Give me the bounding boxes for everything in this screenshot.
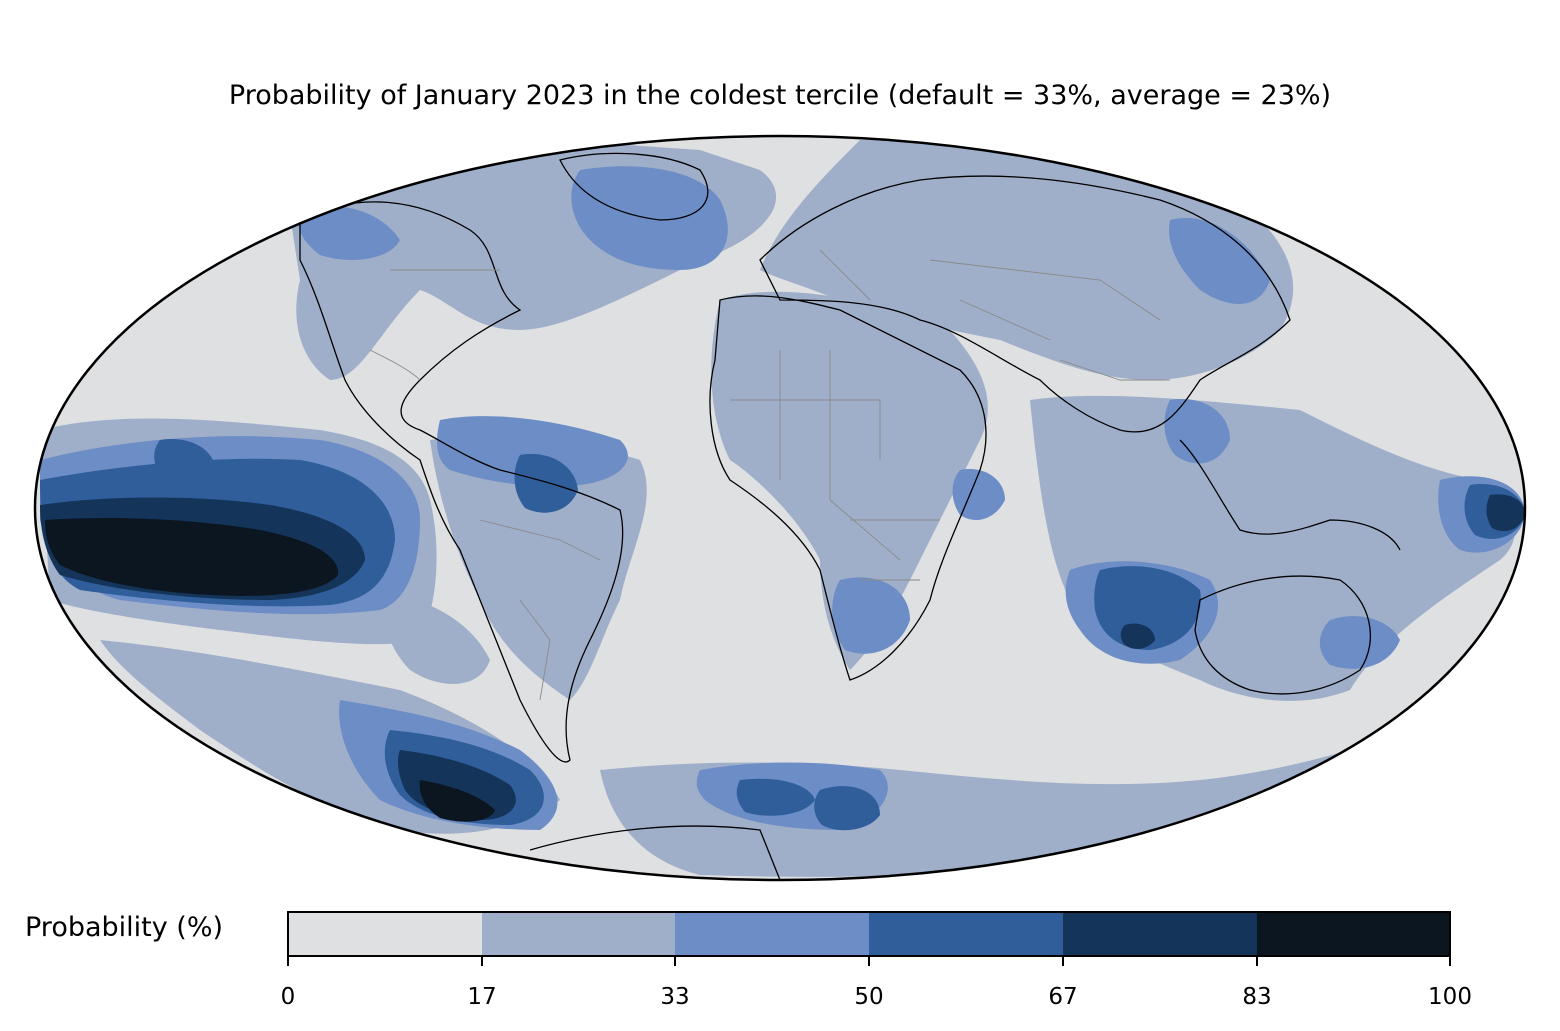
colorbar-tick-label: 0 <box>280 984 296 1010</box>
bin-83-100-regions <box>45 518 495 822</box>
colorbar-tick-label: 50 <box>854 984 884 1010</box>
colorbar-bin-83-100 <box>1257 912 1450 956</box>
colorbar-ticks <box>287 956 1451 966</box>
colorbar-bin-0-17 <box>288 912 482 956</box>
probability-field <box>35 136 1525 880</box>
colorbar-tick-label: 100 <box>1428 984 1472 1010</box>
colorbar-bin-17-33 <box>482 912 675 956</box>
map-title: Probability of January 2023 in the colde… <box>228 80 1332 111</box>
colorbar-bin-33-50 <box>675 912 869 956</box>
colorbar-label: Probability (%) <box>25 912 224 943</box>
colorbar-tick-label: 67 <box>1048 984 1078 1010</box>
country-borders <box>369 249 1170 701</box>
coastlines <box>299 152 1401 880</box>
colorbar-tick-label: 83 <box>1242 984 1272 1010</box>
colorbar-bin-67-83 <box>1063 912 1257 956</box>
colorbar-tick-label: 33 <box>660 984 690 1010</box>
globe-outline <box>33 134 1527 882</box>
colorbar-tick-label: 17 <box>467 984 497 1010</box>
colorbar <box>287 911 1451 966</box>
colorbar-bin-50-67 <box>869 912 1063 956</box>
